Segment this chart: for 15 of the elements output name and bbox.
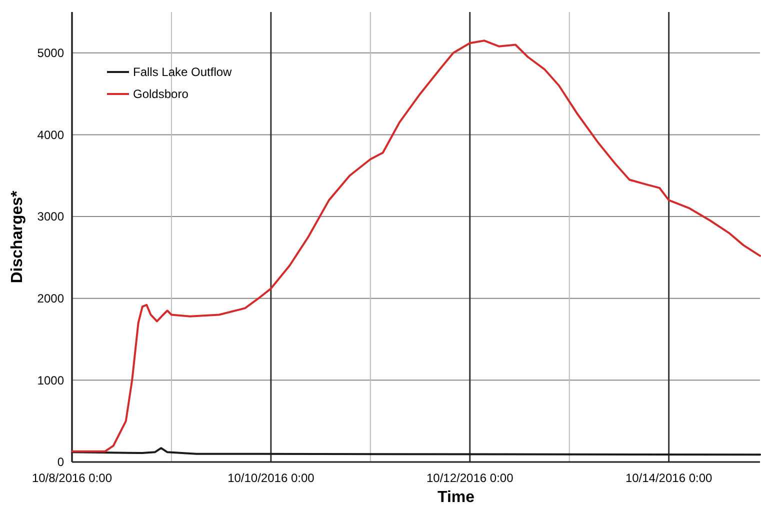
legend-label: Falls Lake Outflow — [133, 65, 232, 80]
y-tick-label: 3000 — [37, 210, 64, 224]
x-tick-label: 10/12/2016 0:00 — [426, 471, 514, 485]
y-tick-label: 4000 — [37, 128, 64, 142]
x-tick-label: 10/10/2016 0:00 — [228, 471, 315, 485]
x-tick-label: 10/14/2016 0:00 — [625, 471, 713, 485]
y-tick-label: 5000 — [37, 46, 64, 60]
y-axis-title: Discharges* — [9, 190, 26, 284]
line-series — [71, 40, 761, 452]
x-axis-title: Time — [437, 489, 475, 506]
x-tick-label: 10/8/2016 0:00 — [32, 471, 112, 485]
legend-label: Goldsboro — [133, 87, 189, 102]
y-tick-label: 0 — [57, 455, 64, 470]
y-tick-label: 2000 — [37, 292, 64, 306]
y-tick-label: 1000 — [37, 373, 64, 388]
